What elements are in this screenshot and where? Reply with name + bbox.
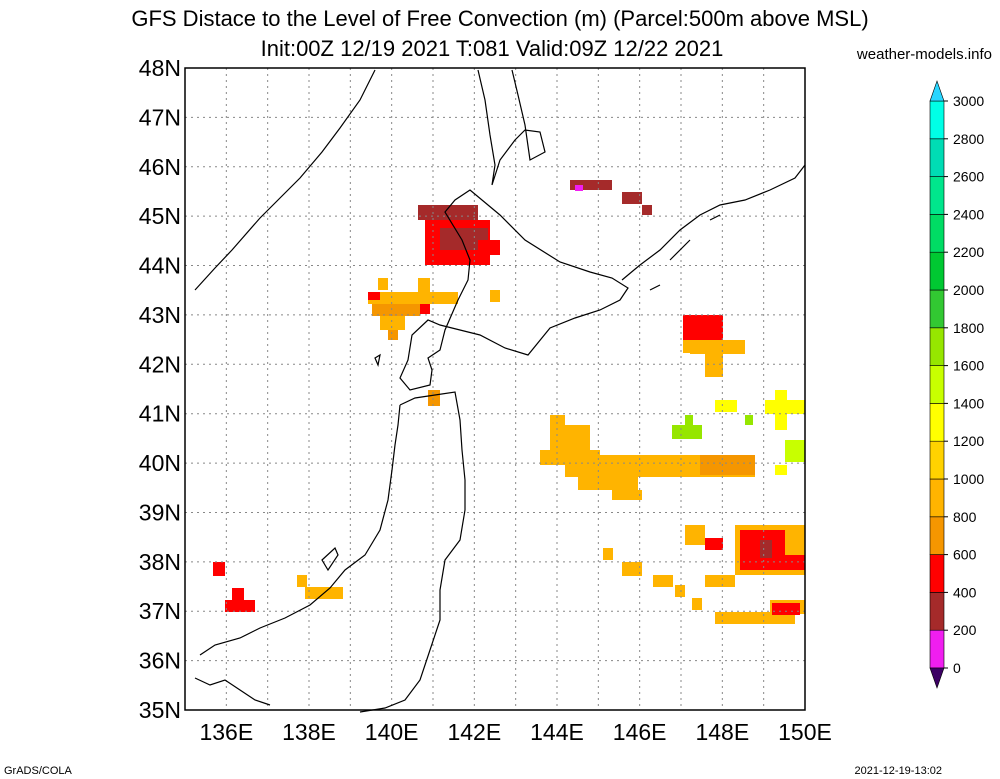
colorbar-label: 600 — [953, 547, 977, 563]
lon-label: 146E — [613, 719, 667, 745]
colorbar-swatch — [929, 289, 945, 329]
colorbar-swatch — [929, 100, 945, 140]
colorbar: 0 200 400 600 800 1000 1200 1400 1600 1800 2000 220… — [929, 80, 984, 689]
lon-label: 150E — [778, 719, 832, 745]
lat-label: 47N — [139, 104, 181, 130]
lat-label: 43N — [139, 302, 181, 328]
lon-label: 148E — [695, 719, 749, 745]
colorbar-swatch — [929, 403, 945, 442]
lon-label: 144E — [530, 719, 584, 745]
colorbar-swatch — [929, 138, 945, 177]
lat-label: 44N — [139, 253, 181, 279]
lfc-shading — [213, 180, 805, 624]
lat-label: 40N — [139, 450, 181, 476]
lat-label: 45N — [139, 203, 181, 229]
colorbar-label: 200 — [953, 622, 977, 638]
colorbar-swatch — [929, 629, 945, 669]
colorbar-swatch — [929, 516, 945, 555]
grid-lines — [185, 68, 805, 710]
colorbar-label: 2400 — [953, 206, 984, 222]
colorbar-swatch — [929, 365, 945, 404]
map-frame — [184, 67, 806, 711]
lon-label: 136E — [199, 719, 253, 745]
map-title: GFS Distace to the Level of Free Convect… — [131, 6, 869, 31]
lat-label: 42N — [139, 351, 181, 377]
colorbar-label: 2200 — [953, 244, 984, 260]
latitude-labels: 48N 47N 46N 45N 44N 43N 42N 41N 40N 39N 38N 37N 36N 3… — [139, 55, 181, 723]
colorbar-label: 2800 — [953, 131, 984, 147]
lat-label: 39N — [139, 499, 181, 525]
lon-label: 142E — [447, 719, 501, 745]
colorbar-label: 1600 — [953, 358, 984, 374]
lon-label: 138E — [282, 719, 336, 745]
colorbar-label: 0 — [953, 660, 961, 676]
colorbar-label: 1400 — [953, 395, 984, 411]
colorbar-label: 400 — [953, 584, 977, 600]
colorbar-swatch — [929, 478, 945, 518]
colorbar-label: 1200 — [953, 433, 984, 449]
longitude-labels: 136E 138E 140E 142E 144E 146E 148E 150E — [199, 719, 831, 745]
colorbar-swatch — [929, 327, 945, 366]
lat-label: 41N — [139, 401, 181, 427]
colorbar-label: 1000 — [953, 471, 984, 487]
lat-label: 35N — [139, 697, 181, 723]
lat-label: 46N — [139, 154, 181, 180]
map-subtitle: Init:00Z 12/19 2021 T:081 Valid:09Z 12/2… — [260, 36, 724, 61]
colorbar-swatch — [929, 214, 945, 253]
lat-label: 48N — [139, 55, 181, 81]
colorbar-swatch — [929, 176, 945, 215]
colorbar-over-arrow — [929, 80, 945, 102]
colorbar-label: 3000 — [953, 93, 984, 109]
footer-timestamp: 2021-12-19-13:02 — [854, 765, 942, 777]
colorbar-label: 800 — [953, 509, 977, 525]
lat-label: 37N — [139, 598, 181, 624]
lat-label: 36N — [139, 648, 181, 674]
colorbar-swatch — [929, 554, 945, 593]
colorbar-swatch — [929, 251, 945, 291]
lat-label: 38N — [139, 549, 181, 575]
colorbar-under-arrow — [929, 667, 945, 689]
colorbar-label: 1800 — [953, 320, 984, 336]
colorbar-label: 2000 — [953, 282, 984, 298]
colorbar-swatch — [929, 592, 945, 631]
coastlines — [194, 69, 806, 713]
colorbar-label: 2600 — [953, 169, 984, 185]
footer-source: GrADS/COLA — [4, 765, 72, 777]
credit-label: weather-models.info — [856, 46, 992, 63]
lon-label: 140E — [365, 719, 419, 745]
colorbar-swatch — [929, 440, 945, 480]
